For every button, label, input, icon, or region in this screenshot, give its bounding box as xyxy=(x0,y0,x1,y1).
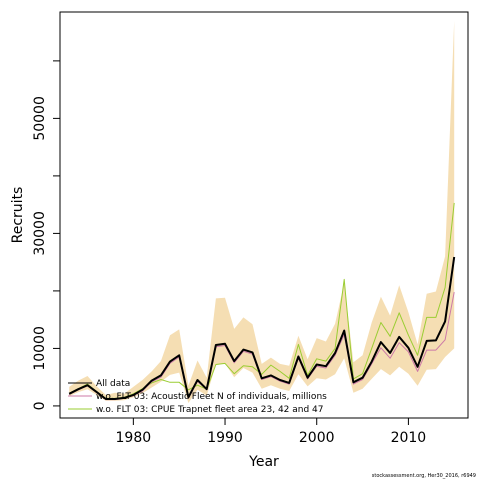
x-axis: 1980 1990 2000 2010 xyxy=(116,418,427,446)
x-tick-label-2010: 2010 xyxy=(391,430,427,446)
x-tick-label-1990: 1990 xyxy=(207,430,243,446)
y-axis: 0 10000 30000 50000 xyxy=(32,60,60,410)
y-tick-label-10000: 10000 xyxy=(32,326,48,371)
legend-label-0: All data xyxy=(96,379,130,389)
x-axis-title: Year xyxy=(248,454,279,470)
x-tick-label-1980: 1980 xyxy=(116,430,152,446)
plot-frame xyxy=(59,11,469,419)
legend-label-2: w.o. FLT 03: CPUE Trapnet fleet area 23,… xyxy=(96,405,324,415)
series-line-2 xyxy=(68,202,455,399)
series-line-0 xyxy=(68,256,456,400)
credit-text: stockassessment.org, Her30_2016, r6949 xyxy=(372,473,476,479)
x-tick-label-2000: 2000 xyxy=(299,430,335,446)
y-axis-title: Recruits xyxy=(10,187,26,244)
series-layer xyxy=(68,202,456,401)
y-tick-label-0: 0 xyxy=(32,401,48,410)
y-tick-label-30000: 30000 xyxy=(32,211,48,256)
y-tick-label-50000: 50000 xyxy=(32,96,48,141)
legend-label-1: w.o. FLT 03: Acoustic Fleet N of individ… xyxy=(96,392,327,402)
legend: All data w.o. FLT 03: Acoustic Fleet N of… xyxy=(68,379,327,415)
